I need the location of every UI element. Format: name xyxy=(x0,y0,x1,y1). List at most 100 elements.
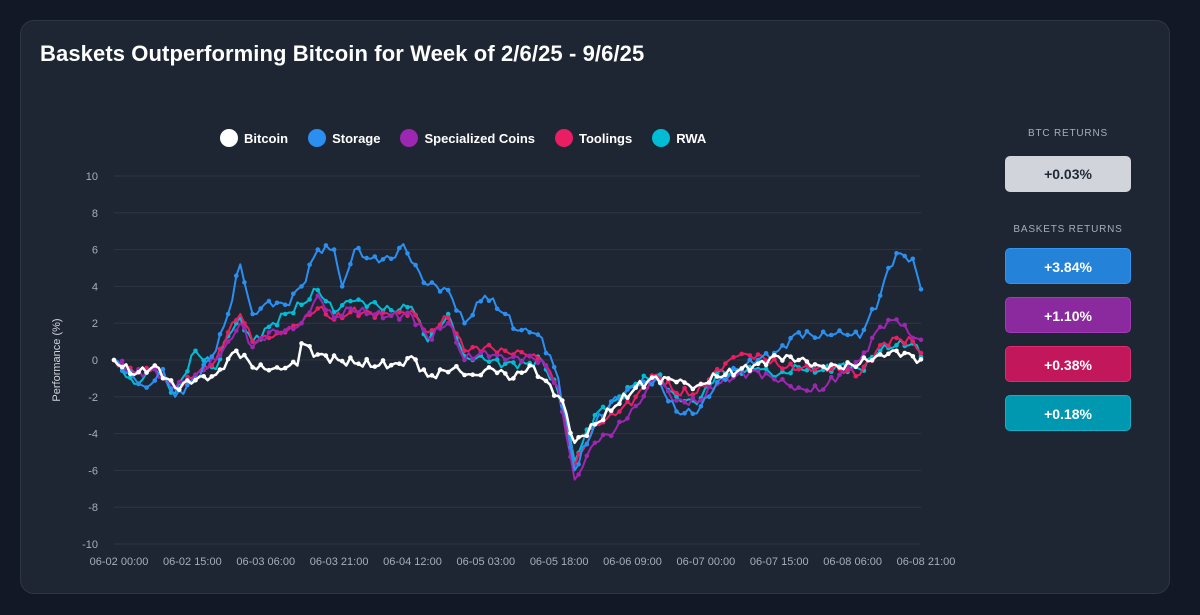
data-point-bitcoin[interactable] xyxy=(633,385,638,390)
data-point-specialized-coins[interactable] xyxy=(837,372,842,378)
data-point-bitcoin[interactable] xyxy=(209,374,215,379)
data-point-storage[interactable] xyxy=(266,298,272,304)
data-point-toolings[interactable] xyxy=(772,356,777,362)
data-point-bitcoin[interactable] xyxy=(454,364,459,369)
data-point-specialized-coins[interactable] xyxy=(454,340,459,345)
legend-item-specialized-coins[interactable]: Specialized Coins xyxy=(400,129,535,147)
data-point-toolings[interactable] xyxy=(348,309,353,315)
data-point-toolings[interactable] xyxy=(413,313,418,318)
data-point-toolings[interactable] xyxy=(845,368,850,373)
data-point-storage[interactable] xyxy=(723,377,728,383)
data-point-bitcoin[interactable] xyxy=(160,375,166,381)
data-point-toolings[interactable] xyxy=(714,366,720,372)
data-point-storage[interactable] xyxy=(894,251,899,256)
data-point-specialized-coins[interactable] xyxy=(217,353,223,359)
data-point-bitcoin[interactable] xyxy=(551,393,557,398)
data-point-specialized-coins[interactable] xyxy=(820,387,826,392)
data-point-specialized-coins[interactable] xyxy=(413,322,418,328)
data-point-rwa[interactable] xyxy=(788,370,793,376)
data-point-bitcoin[interactable] xyxy=(372,364,378,369)
data-point-toolings[interactable] xyxy=(877,343,883,348)
data-point-bitcoin[interactable] xyxy=(812,362,818,367)
data-point-specialized-coins[interactable] xyxy=(478,350,484,356)
data-point-storage[interactable] xyxy=(168,386,174,391)
data-point-toolings[interactable] xyxy=(747,353,753,358)
data-point-storage[interactable] xyxy=(886,265,891,271)
data-point-bitcoin[interactable] xyxy=(119,364,125,370)
data-point-storage[interactable] xyxy=(234,273,239,279)
data-point-storage[interactable] xyxy=(503,311,508,317)
data-point-specialized-coins[interactable] xyxy=(706,384,712,389)
data-point-bitcoin[interactable] xyxy=(706,380,712,385)
data-point-specialized-coins[interactable] xyxy=(503,357,508,363)
data-point-storage[interactable] xyxy=(258,306,264,311)
data-point-specialized-coins[interactable] xyxy=(910,335,916,341)
data-point-bitcoin[interactable] xyxy=(666,376,671,381)
data-point-storage[interactable] xyxy=(755,357,761,363)
data-point-rwa[interactable] xyxy=(592,412,598,418)
data-point-bitcoin[interactable] xyxy=(421,367,427,372)
data-point-storage[interactable] xyxy=(144,385,149,390)
data-point-toolings[interactable] xyxy=(918,350,924,356)
data-point-storage[interactable] xyxy=(576,461,581,467)
data-point-storage[interactable] xyxy=(804,329,810,334)
data-point-storage[interactable] xyxy=(494,306,500,312)
data-point-specialized-coins[interactable] xyxy=(780,377,785,382)
data-point-storage[interactable] xyxy=(315,247,321,252)
data-point-rwa[interactable] xyxy=(600,404,606,410)
data-point-toolings[interactable] xyxy=(397,310,402,315)
data-point-storage[interactable] xyxy=(837,328,842,333)
data-point-specialized-coins[interactable] xyxy=(152,366,158,372)
data-point-storage[interactable] xyxy=(666,398,671,404)
data-point-toolings[interactable] xyxy=(486,342,492,348)
data-point-toolings[interactable] xyxy=(861,364,867,370)
data-point-rwa[interactable] xyxy=(339,303,345,308)
data-point-toolings[interactable] xyxy=(503,348,508,354)
data-point-bitcoin[interactable] xyxy=(250,365,255,370)
data-point-bitcoin[interactable] xyxy=(176,387,182,393)
data-point-specialized-coins[interactable] xyxy=(763,370,769,376)
data-point-bitcoin[interactable] xyxy=(144,370,149,375)
data-point-storage[interactable] xyxy=(535,332,541,337)
data-point-bitcoin[interactable] xyxy=(503,371,508,376)
data-point-specialized-coins[interactable] xyxy=(421,328,427,333)
data-point-bitcoin[interactable] xyxy=(543,378,549,384)
data-point-bitcoin[interactable] xyxy=(364,357,370,362)
data-point-toolings[interactable] xyxy=(682,385,687,391)
data-point-rwa[interactable] xyxy=(364,304,370,310)
data-point-toolings[interactable] xyxy=(250,339,255,344)
data-point-toolings[interactable] xyxy=(755,352,761,357)
legend-item-rwa[interactable]: RWA xyxy=(652,129,706,147)
data-point-specialized-coins[interactable] xyxy=(315,293,321,298)
data-point-toolings[interactable] xyxy=(323,312,329,317)
data-point-rwa[interactable] xyxy=(356,297,361,303)
data-point-bitcoin[interactable] xyxy=(608,408,614,414)
data-point-specialized-coins[interactable] xyxy=(225,339,231,344)
data-point-bitcoin[interactable] xyxy=(413,357,418,362)
data-point-toolings[interactable] xyxy=(625,399,630,404)
data-point-specialized-coins[interactable] xyxy=(674,398,679,403)
data-point-bitcoin[interactable] xyxy=(519,370,524,376)
data-point-specialized-coins[interactable] xyxy=(462,357,467,363)
data-point-bitcoin[interactable] xyxy=(853,364,859,370)
data-point-bitcoin[interactable] xyxy=(682,380,687,385)
data-point-specialized-coins[interactable] xyxy=(869,335,875,341)
data-point-storage[interactable] xyxy=(397,245,402,251)
data-point-specialized-coins[interactable] xyxy=(388,313,394,319)
data-point-bitcoin[interactable] xyxy=(600,417,606,423)
data-point-storage[interactable] xyxy=(625,387,630,392)
data-point-bitcoin[interactable] xyxy=(690,386,696,392)
data-point-rwa[interactable] xyxy=(641,373,647,379)
data-point-specialized-coins[interactable] xyxy=(690,395,696,401)
data-point-specialized-coins[interactable] xyxy=(812,383,818,388)
data-point-specialized-coins[interactable] xyxy=(772,377,777,382)
data-point-storage[interactable] xyxy=(380,257,386,262)
data-point-specialized-coins[interactable] xyxy=(796,385,801,390)
data-point-bitcoin[interactable] xyxy=(282,365,288,371)
data-point-storage[interactable] xyxy=(902,253,907,259)
data-point-specialized-coins[interactable] xyxy=(323,307,329,313)
data-point-bitcoin[interactable] xyxy=(486,365,492,370)
data-point-storage[interactable] xyxy=(356,245,361,251)
data-point-bitcoin[interactable] xyxy=(617,401,622,407)
data-point-storage[interactable] xyxy=(282,302,288,308)
